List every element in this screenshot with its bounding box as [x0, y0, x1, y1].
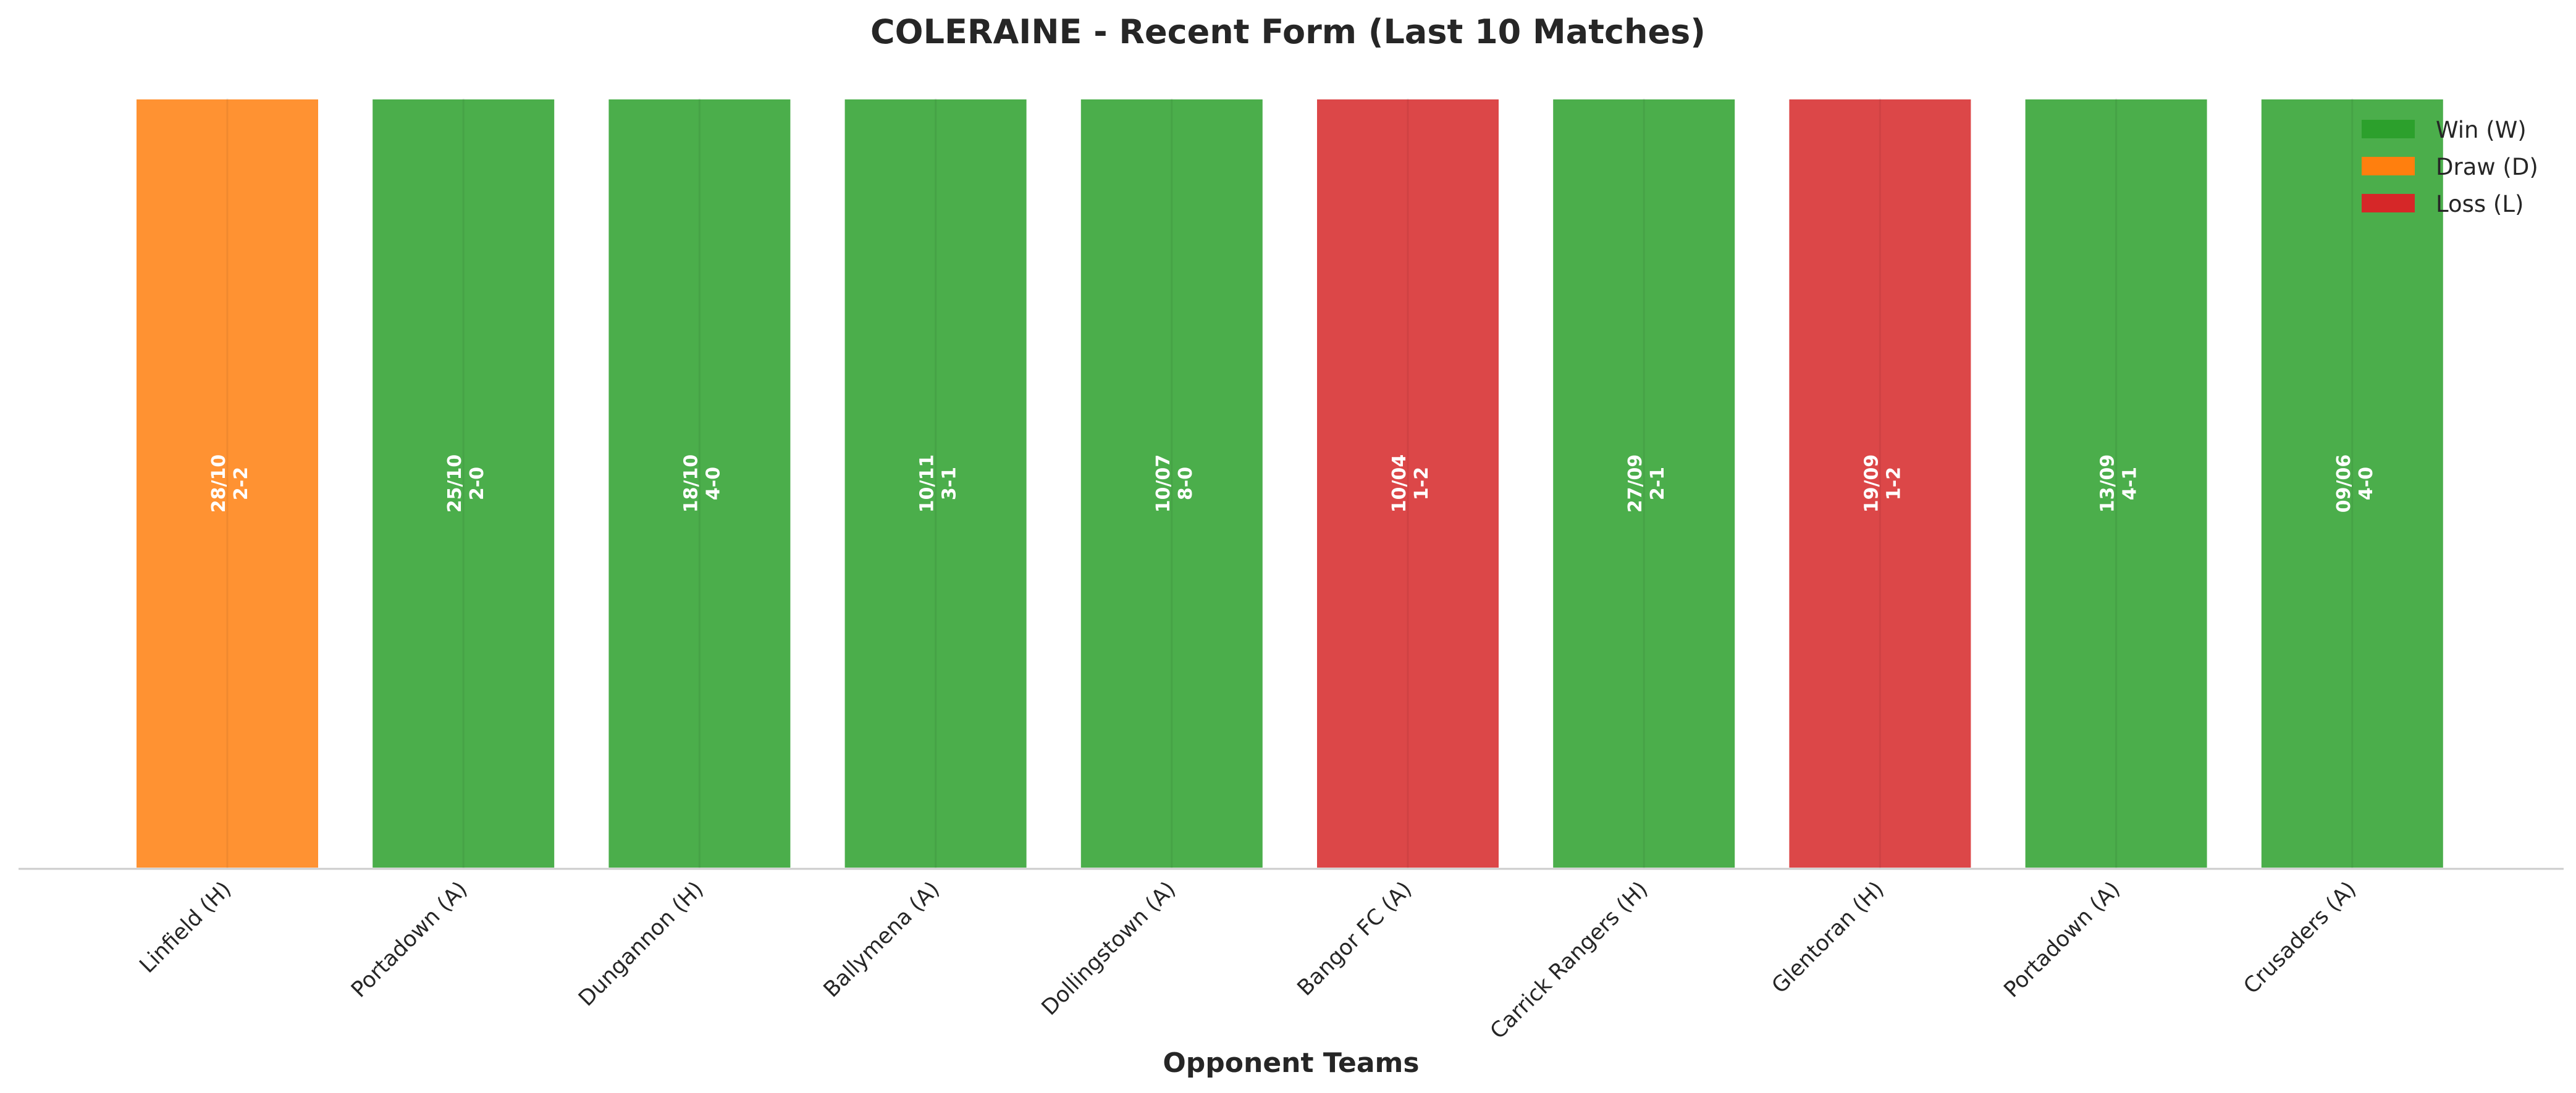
x-tick-label: Glentoran (H) — [1767, 877, 1889, 999]
bar-6 — [1315, 97, 1501, 870]
x-tick-label: Carrick Rangers (H) — [1486, 877, 1653, 1044]
bar-7 — [1551, 97, 1738, 870]
bar-label-score: 1-2 — [1883, 467, 1905, 500]
bar-label-date: 13/09 — [2097, 454, 2119, 513]
bar-1 — [134, 97, 321, 870]
chart-title: COLERAINE - Recent Form (Last 10 Matches… — [870, 12, 1706, 51]
bar-label: 28/102-2 — [208, 454, 252, 513]
x-tick-label: Portadown (A) — [347, 877, 472, 1002]
bar-label: 09/064-0 — [2333, 454, 2377, 513]
bar-label-score: 2-2 — [230, 467, 252, 500]
x-tick-label: Bangor FC (A) — [1293, 877, 1417, 1001]
legend-label-d: Draw (D) — [2436, 154, 2538, 180]
bar-label: 13/094-1 — [2097, 454, 2141, 513]
x-tick-label: Portadown (A) — [2000, 877, 2125, 1002]
bar-label-date: 10/07 — [1153, 454, 1174, 513]
x-tick-label: Crusaders (A) — [2239, 877, 2362, 999]
legend-label-l: Loss (L) — [2436, 191, 2523, 217]
bar-label: 18/104-0 — [680, 454, 724, 513]
bar-label: 25/102-0 — [444, 454, 488, 513]
x-tick-label: Dollingstown (A) — [1037, 877, 1181, 1020]
bar-label-score: 8-0 — [1175, 467, 1197, 500]
x-tick-label: Linfield (H) — [135, 877, 237, 978]
legend-label-w: Win (W) — [2436, 117, 2527, 143]
bar-label-date: 28/10 — [208, 454, 230, 513]
legend-swatch-l — [2362, 194, 2415, 212]
legend-swatch-d — [2362, 157, 2415, 175]
bar-label-date: 25/10 — [444, 454, 466, 513]
bar-label: 10/041-2 — [1389, 454, 1433, 513]
bar-label-date: 10/04 — [1389, 454, 1410, 513]
bar-label: 19/091-2 — [1861, 454, 1905, 513]
bar-5 — [1078, 97, 1265, 870]
bar-4 — [842, 97, 1029, 870]
bar-label-date: 10/11 — [917, 454, 938, 513]
bar-label-date: 27/09 — [1625, 454, 1646, 513]
x-tick-label: Dungannon (H) — [574, 877, 709, 1011]
bar-label-date: 19/09 — [1861, 454, 1882, 513]
bar-label-date: 09/06 — [2333, 454, 2355, 513]
bar-3 — [606, 97, 793, 870]
bar-label-score: 1-2 — [1411, 467, 1433, 500]
bar-10 — [2258, 97, 2446, 870]
bar-label: 10/113-1 — [917, 454, 961, 513]
bar-label-score: 4-1 — [2119, 467, 2141, 500]
legend: Win (W) Draw (D) Loss (L) — [2362, 117, 2538, 217]
bar-label-score: 3-1 — [939, 467, 961, 500]
bar-label: 10/078-0 — [1153, 454, 1197, 513]
x-tick-label: Ballymena (A) — [819, 877, 945, 1002]
x-axis-label: Opponent Teams — [1163, 1047, 1419, 1079]
x-tick-labels: Linfield (H) Portadown (A) Dungannon (H) Ba… — [135, 877, 2362, 1044]
legend-swatch-w — [2362, 120, 2415, 138]
bar-label-score: 2-0 — [466, 467, 488, 500]
bar-label-date: 18/10 — [680, 454, 702, 513]
bar-label-score: 4-0 — [702, 467, 724, 500]
bar-label-score: 4-0 — [2355, 467, 2377, 500]
bars-group: 28/102-2 25/102-0 18/104-0 10/113-1 10/078-0… — [134, 97, 2446, 870]
bar-2 — [370, 97, 557, 870]
bar-label: 27/092-1 — [1625, 454, 1669, 513]
bar-label-score: 2-1 — [1647, 467, 1669, 500]
